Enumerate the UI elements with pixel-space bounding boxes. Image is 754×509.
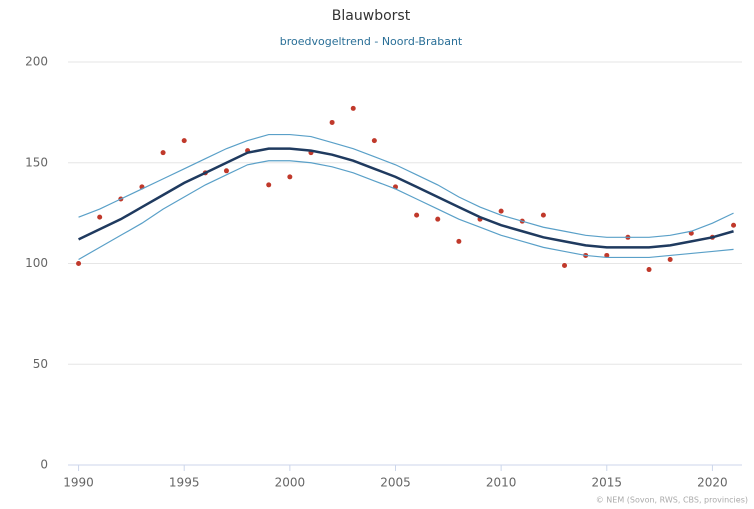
data-point bbox=[435, 216, 441, 222]
x-tick-label: 2010 bbox=[486, 476, 517, 490]
trend-line bbox=[78, 147, 734, 249]
data-point bbox=[181, 138, 187, 144]
data-point bbox=[329, 119, 335, 125]
chart-title: Blauwborst bbox=[332, 8, 411, 24]
x-tick-label: 2015 bbox=[592, 476, 623, 490]
credit: © NEM (Sovon, RWS, CBS, provincies) bbox=[596, 496, 748, 505]
data-point bbox=[287, 174, 293, 180]
x-tick-label: 2020 bbox=[697, 476, 728, 490]
x-tick-label: 1990 bbox=[63, 476, 94, 490]
y-tick-label: 0 bbox=[40, 458, 48, 472]
data-point bbox=[97, 214, 103, 220]
data-point bbox=[604, 252, 610, 258]
data-point bbox=[646, 267, 652, 273]
data-point bbox=[498, 208, 504, 214]
y-tick-label: 100 bbox=[25, 256, 48, 270]
y-tick-label: 150 bbox=[25, 155, 48, 169]
data-point bbox=[731, 222, 737, 228]
data-point bbox=[456, 238, 462, 244]
x-tick-label: 2000 bbox=[275, 476, 306, 490]
data-point bbox=[76, 261, 82, 266]
trend-line bbox=[78, 160, 734, 260]
y-tick-label: 50 bbox=[33, 357, 48, 371]
data-point bbox=[223, 168, 229, 174]
trend-line bbox=[78, 133, 734, 238]
data-point bbox=[540, 212, 546, 218]
data-point bbox=[414, 212, 420, 218]
data-point bbox=[371, 138, 377, 144]
data-point bbox=[350, 105, 356, 111]
data-point bbox=[160, 150, 166, 156]
data-point bbox=[667, 256, 673, 262]
x-tick-label: 1995 bbox=[169, 476, 200, 490]
data-point bbox=[266, 182, 272, 188]
chart-subtitle: broedvogeltrend - Noord-Brabant bbox=[280, 35, 463, 48]
y-tick-label: 200 bbox=[25, 55, 48, 69]
data-point bbox=[562, 263, 568, 269]
x-tick-label: 2005 bbox=[380, 476, 411, 490]
